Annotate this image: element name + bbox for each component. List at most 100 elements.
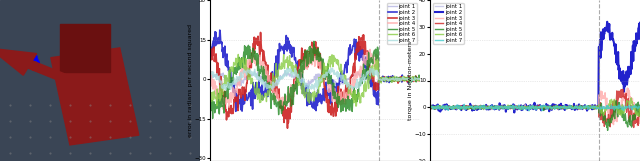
FancyArrow shape (0, 48, 72, 84)
joint 7 (541, 105, 548, 107)
joint 1 (321, 72, 328, 74)
joint 4 (630, 127, 637, 128)
joint 2 (307, 92, 314, 94)
joint 2 (528, 106, 536, 108)
joint 3 (623, 87, 631, 89)
joint 1 (379, 78, 387, 80)
Line: joint 5: joint 5 (430, 101, 640, 130)
joint 7 (206, 73, 214, 75)
joint 5 (526, 107, 534, 109)
joint 1 (527, 106, 535, 108)
Line: joint 6: joint 6 (430, 98, 640, 117)
joint 4 (379, 78, 387, 80)
Line: joint 5: joint 5 (210, 41, 420, 118)
joint 3 (598, 91, 606, 93)
Line: joint 3: joint 3 (210, 32, 420, 128)
joint 1 (412, 78, 420, 80)
joint 6 (635, 116, 640, 118)
joint 7 (460, 103, 468, 105)
joint 2 (332, 87, 340, 89)
joint 6 (426, 107, 434, 109)
joint 1 (610, 109, 618, 111)
joint 6 (412, 79, 420, 81)
joint 2 (527, 104, 534, 106)
joint 7 (527, 108, 534, 110)
joint 2 (416, 79, 424, 81)
joint 5 (612, 100, 620, 102)
joint 6 (234, 53, 242, 55)
joint 5 (636, 104, 640, 106)
joint 6 (527, 105, 535, 107)
joint 3 (379, 78, 387, 80)
joint 3 (636, 117, 640, 118)
joint 1 (416, 78, 424, 80)
Line: joint 7: joint 7 (430, 104, 640, 111)
joint 4 (540, 105, 548, 107)
Line: joint 2: joint 2 (430, 22, 640, 113)
joint 6 (627, 97, 635, 99)
joint 2 (636, 22, 640, 24)
joint 7 (416, 78, 424, 80)
joint 2 (511, 112, 518, 114)
joint 2 (308, 104, 316, 106)
joint 4 (308, 46, 316, 48)
joint 7 (599, 106, 607, 108)
joint 4 (307, 57, 314, 59)
joint 4 (527, 106, 535, 108)
joint 7 (379, 77, 387, 79)
joint 4 (219, 108, 227, 110)
joint 1 (636, 104, 640, 105)
joint 2 (206, 49, 214, 51)
joint 5 (551, 106, 559, 108)
joint 6 (636, 110, 640, 112)
joint 3 (206, 53, 214, 55)
joint 4 (426, 106, 434, 108)
joint 4 (206, 83, 214, 85)
joint 6 (526, 107, 534, 109)
joint 2 (412, 78, 420, 80)
Line: joint 1: joint 1 (210, 71, 420, 86)
Line: joint 4: joint 4 (210, 47, 420, 109)
joint 7 (632, 105, 639, 107)
joint 5 (307, 45, 314, 47)
joint 5 (321, 73, 328, 75)
joint 2 (632, 45, 639, 47)
joint 5 (310, 40, 318, 42)
joint 5 (540, 109, 548, 111)
joint 7 (528, 107, 536, 109)
joint 5 (412, 75, 420, 77)
joint 3 (632, 106, 639, 108)
joint 1 (610, 103, 618, 105)
Y-axis label: error in radians per second squared: error in radians per second squared (188, 24, 193, 137)
joint 3 (527, 107, 535, 109)
joint 3 (412, 75, 420, 77)
joint 3 (308, 41, 316, 43)
joint 1 (266, 85, 274, 87)
Line: joint 2: joint 2 (210, 30, 420, 111)
joint 4 (412, 79, 420, 81)
joint 6 (540, 107, 548, 109)
joint 2 (599, 36, 607, 38)
joint 1 (540, 108, 548, 110)
joint 3 (540, 107, 548, 109)
joint 4 (598, 108, 606, 110)
joint 5 (332, 98, 340, 99)
joint 5 (527, 107, 535, 109)
joint 4 (526, 108, 534, 110)
joint 2 (321, 100, 328, 102)
joint 4 (619, 88, 627, 90)
joint 6 (206, 94, 214, 96)
joint 5 (598, 108, 606, 110)
joint 2 (232, 110, 239, 112)
Line: joint 3: joint 3 (430, 88, 640, 126)
joint 6 (308, 100, 316, 102)
joint 1 (598, 105, 606, 107)
joint 5 (379, 76, 387, 78)
joint 6 (416, 80, 424, 82)
joint 6 (632, 112, 639, 114)
joint 4 (636, 106, 640, 108)
joint 1 (526, 106, 534, 108)
joint 7 (525, 110, 533, 112)
Bar (51, 48, 139, 145)
joint 1 (206, 78, 214, 80)
